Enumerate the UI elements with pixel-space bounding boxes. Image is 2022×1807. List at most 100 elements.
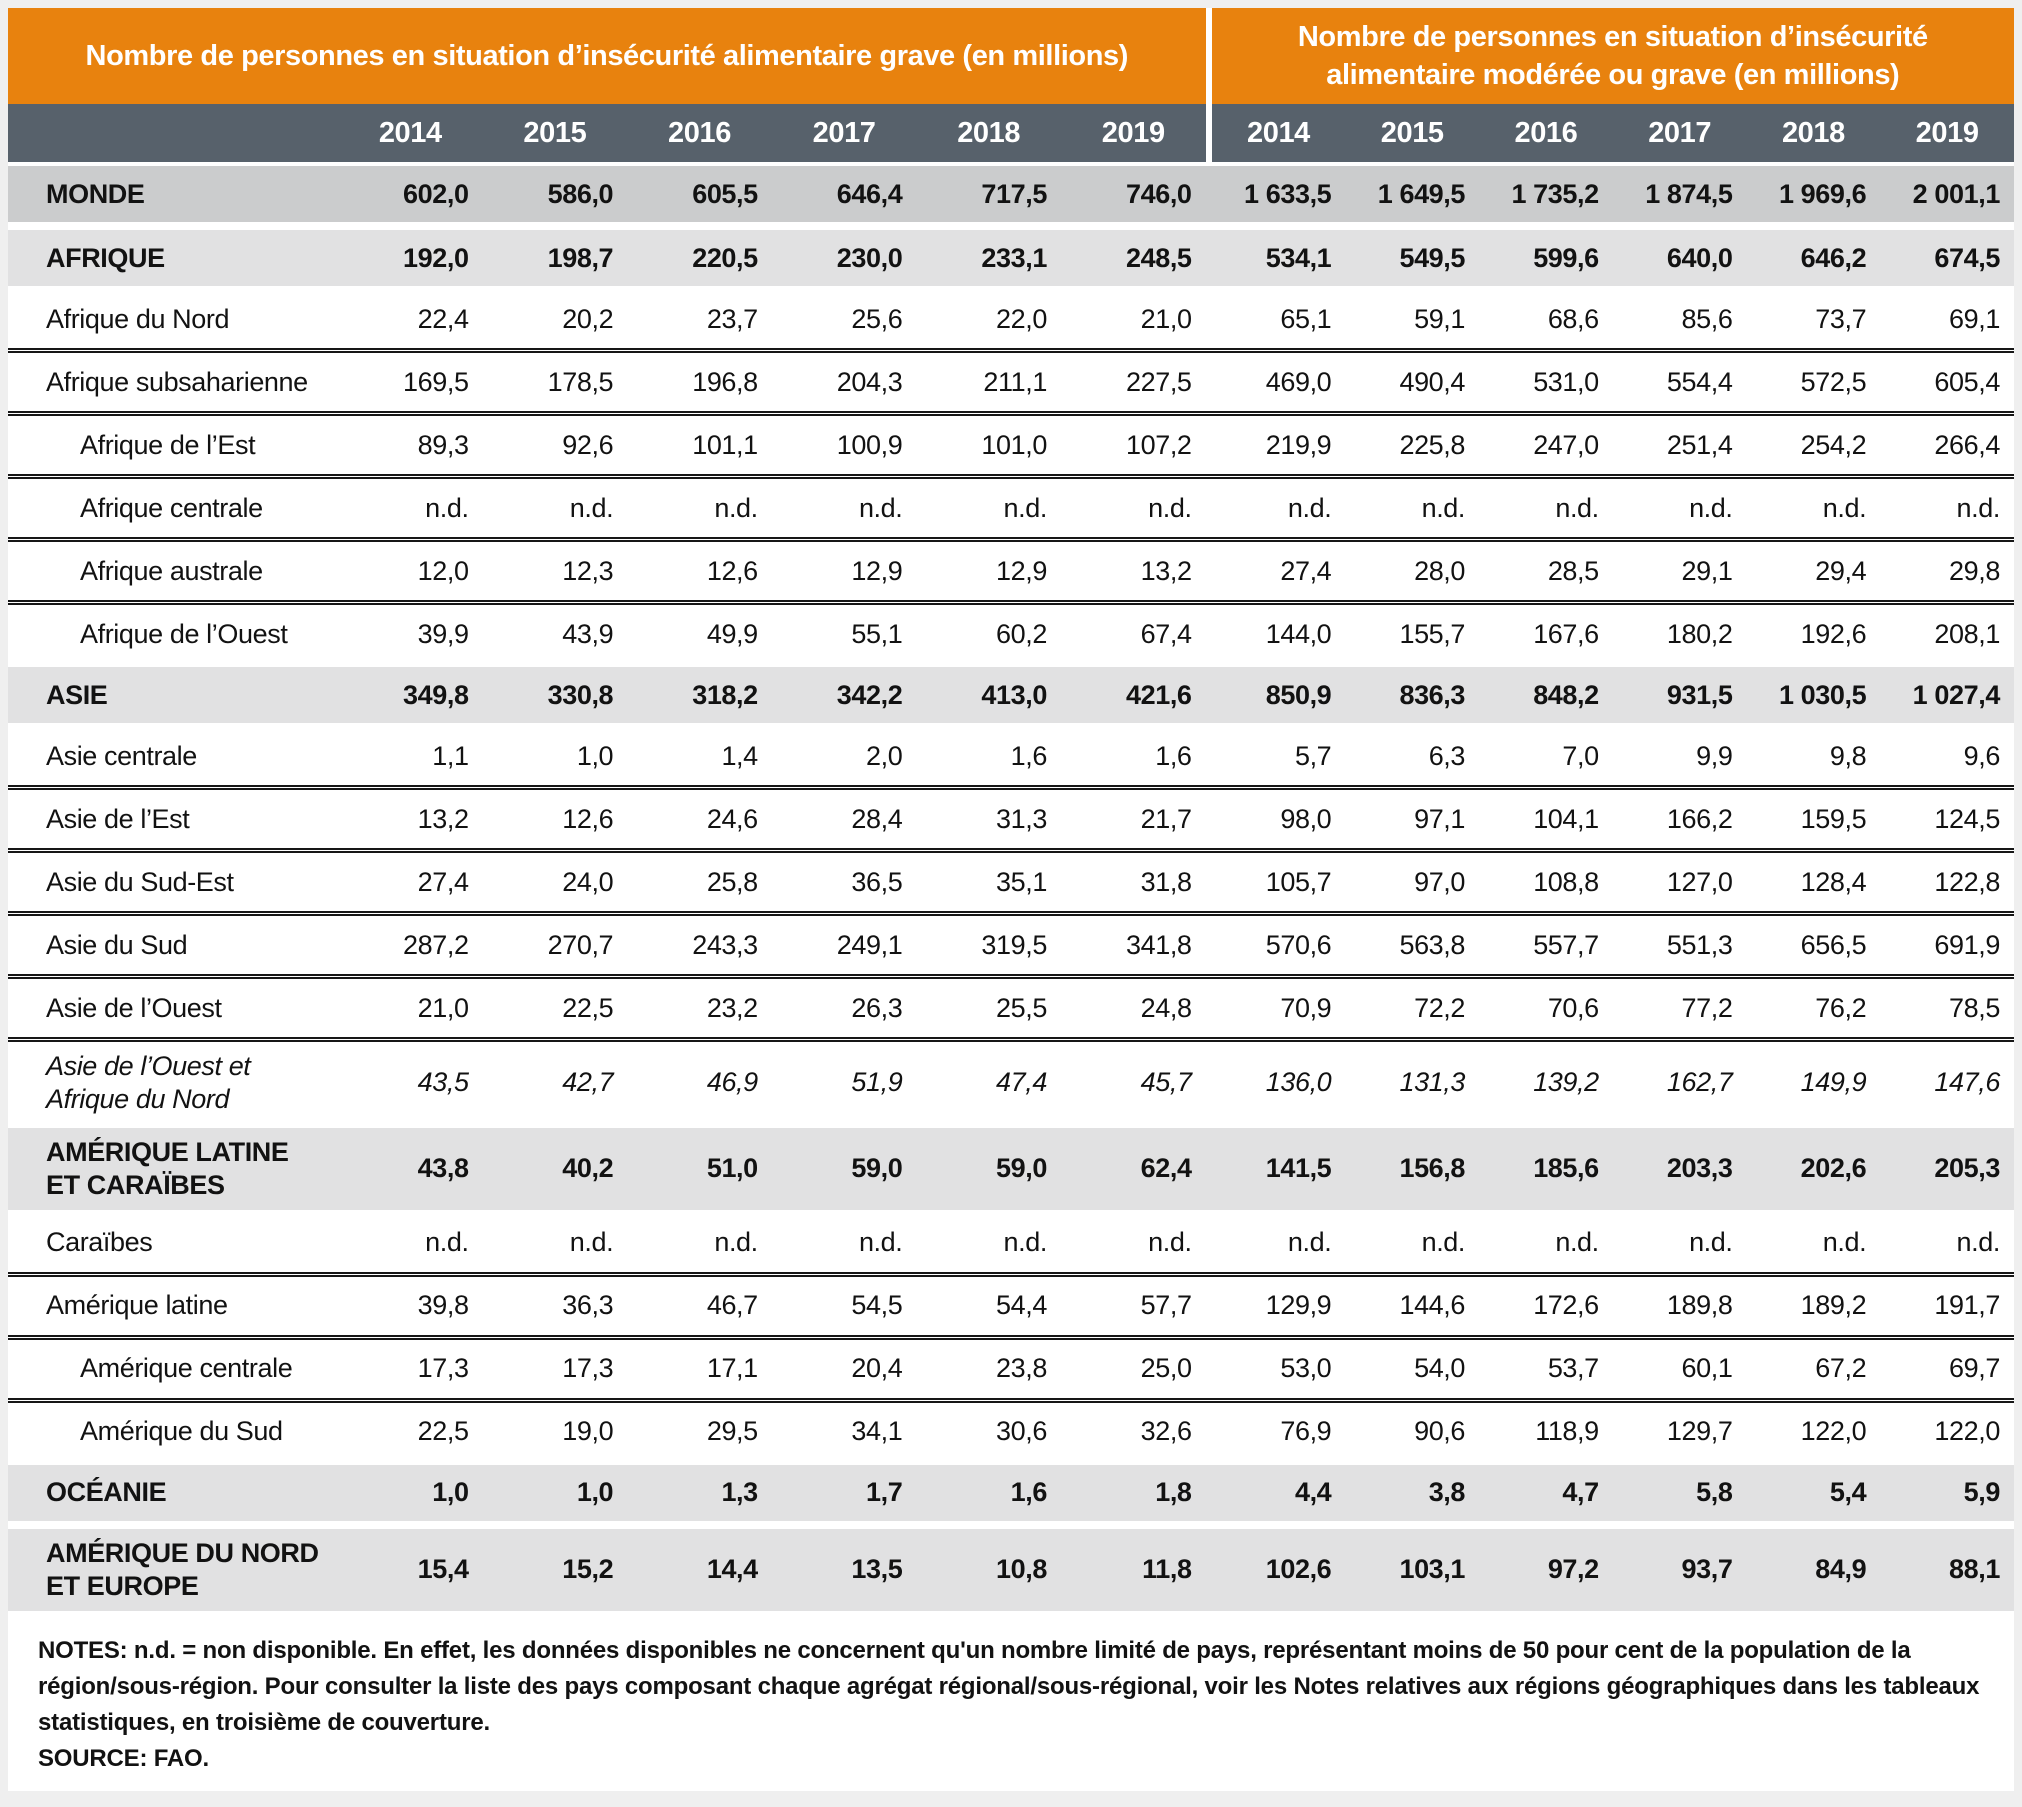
value-cell: 1,6 xyxy=(1010,1477,1048,1508)
year-cell: 2018 xyxy=(957,116,1021,149)
row-separator xyxy=(8,1271,2014,1277)
row-label: Afrique de l’Est xyxy=(80,429,256,460)
value-cell: n.d. xyxy=(1003,1227,1048,1258)
value-cell: 20,4 xyxy=(851,1353,903,1384)
value-cell: 29,5 xyxy=(706,1416,758,1447)
row-label: MONDE xyxy=(46,178,145,209)
value-cell: 205,3 xyxy=(1934,1153,2000,1184)
value-cell: 605,5 xyxy=(692,178,758,209)
value-cell: 131,3 xyxy=(1399,1067,1466,1098)
value-cell: 84,9 xyxy=(1815,1554,1867,1585)
value-cell: 89,3 xyxy=(417,429,469,460)
value-cell: 101,0 xyxy=(981,429,1047,460)
value-cell: 211,1 xyxy=(983,366,1047,397)
row-label: Afrique de l’Ouest xyxy=(80,618,288,649)
value-cell: 92,6 xyxy=(562,429,614,460)
table-row: Asie de l’Est 13,2 12,6 24,6 28,4 31,3 21,7 98,… xyxy=(8,790,2014,848)
value-cell: 225,8 xyxy=(1399,429,1466,460)
row-label: Amérique centrale xyxy=(80,1353,293,1384)
value-cell: 189,8 xyxy=(1666,1290,1733,1321)
value-cell: 9,8 xyxy=(1829,740,1867,771)
value-cell: 563,8 xyxy=(1399,929,1466,960)
value-cell: n.d. xyxy=(1555,1227,1599,1258)
row-separator xyxy=(8,974,2014,979)
value-cell: 5,9 xyxy=(1963,1477,2001,1508)
value-cell: 25,5 xyxy=(996,992,1047,1023)
source-text: SOURCE: FAO. xyxy=(38,1744,209,1772)
year-cell: 2017 xyxy=(1648,116,1712,149)
value-cell: 43,5 xyxy=(417,1067,469,1098)
value-cell: n.d. xyxy=(1555,492,1599,523)
value-cell: 167,6 xyxy=(1533,618,1599,649)
value-cell: 25,6 xyxy=(851,303,903,334)
value-cell: n.d. xyxy=(1148,1227,1192,1258)
value-cell: 10,8 xyxy=(996,1554,1047,1585)
value-cell: 67,2 xyxy=(1815,1353,1867,1384)
value-cell: 47,4 xyxy=(996,1067,1047,1098)
value-cell: 65,1 xyxy=(1280,303,1332,334)
year-cell: 2017 xyxy=(812,116,876,149)
table-row: Amérique latine 39,8 36,3 46,7 54,5 54,4 57,7 1… xyxy=(8,1276,2014,1335)
value-cell: 198,7 xyxy=(547,242,614,273)
value-cell: 12,6 xyxy=(706,555,758,586)
value-cell: 570,6 xyxy=(1265,929,1332,960)
value-cell: n.d. xyxy=(1689,492,1733,523)
row-label: AMÉRIQUE LATINE ET CARAÏBES xyxy=(46,1136,289,1200)
year-cell: 2015 xyxy=(523,116,587,149)
value-cell: 102,6 xyxy=(1265,1554,1332,1585)
value-cell: 124,5 xyxy=(1934,803,2000,834)
value-cell: 62,4 xyxy=(1140,1153,1192,1184)
table-row: MONDE 602,0 586,0 605,5 646,4 717,5 746,0 1 633… xyxy=(8,166,2014,222)
value-cell: 646,2 xyxy=(1800,242,1867,273)
value-cell: 60,1 xyxy=(1681,1353,1733,1384)
value-cell: n.d. xyxy=(714,1227,758,1258)
value-cell: n.d. xyxy=(1287,492,1332,523)
value-cell: 4,4 xyxy=(1294,1477,1332,1508)
value-cell: 13,2 xyxy=(1140,555,1192,586)
value-cell: 122,0 xyxy=(1934,1416,2000,1447)
table-row: OCÉANIE 1,0 1,0 1,3 1,7 1,6 1,8 4,4 3,8 4,7 5,8 5,4… xyxy=(8,1464,2014,1521)
value-cell: 531,0 xyxy=(1533,366,1599,397)
value-cell: 97,2 xyxy=(1547,1554,1599,1585)
year-cell: 2019 xyxy=(1915,116,1979,149)
value-cell: 602,0 xyxy=(403,178,469,209)
value-cell: 78,5 xyxy=(1949,992,2000,1023)
value-cell: 29,8 xyxy=(1949,555,2000,586)
value-cell: n.d. xyxy=(1822,1227,1867,1258)
value-cell: 32,6 xyxy=(1140,1416,1192,1447)
value-cell: 233,1 xyxy=(981,242,1047,273)
value-cell: 54,0 xyxy=(1414,1353,1466,1384)
value-cell: 342,2 xyxy=(836,679,903,710)
value-cell: 12,9 xyxy=(996,555,1047,586)
table-row: Afrique centrale n.d. n.d. n.d. n.d. n.d. n.d.… xyxy=(8,479,2014,537)
value-cell: 57,7 xyxy=(1140,1290,1192,1321)
value-cell: 549,5 xyxy=(1399,242,1466,273)
value-cell: 30,6 xyxy=(996,1416,1047,1447)
value-cell: 11,8 xyxy=(1142,1554,1192,1585)
value-cell: 149,9 xyxy=(1800,1067,1867,1098)
table-row: Amérique du Sud 22,5 19,0 29,5 34,1 30,6 32,6 7… xyxy=(8,1402,2014,1461)
row-label: Asie du Sud-Est xyxy=(46,866,234,897)
value-cell: n.d. xyxy=(569,492,614,523)
value-cell: 220,5 xyxy=(692,242,758,273)
value-cell: 196,8 xyxy=(692,366,758,397)
value-cell: 931,5 xyxy=(1666,679,1733,710)
value-cell: 1,6 xyxy=(1155,740,1192,771)
value-cell: 15,4 xyxy=(417,1554,469,1585)
value-cell: 68,6 xyxy=(1547,303,1599,334)
value-cell: 248,5 xyxy=(1125,242,1192,273)
value-cell: 189,2 xyxy=(1800,1290,1867,1321)
value-cell: 90,6 xyxy=(1414,1416,1466,1447)
value-cell: 73,7 xyxy=(1815,303,1867,334)
year-cell: 2019 xyxy=(1101,116,1165,149)
value-cell: 1,0 xyxy=(576,1477,614,1508)
value-cell: 15,2 xyxy=(562,1554,614,1585)
row-label: AMÉRIQUE DU NORD ET EUROPE xyxy=(46,1537,319,1601)
value-cell: 191,7 xyxy=(1934,1290,2000,1321)
value-cell: 7,0 xyxy=(1562,740,1599,771)
year-divider xyxy=(1205,104,1212,162)
value-cell: 40,2 xyxy=(562,1153,614,1184)
value-cell: n.d. xyxy=(858,1227,903,1258)
value-cell: 42,7 xyxy=(562,1067,614,1098)
value-cell: 266,4 xyxy=(1934,429,2000,460)
